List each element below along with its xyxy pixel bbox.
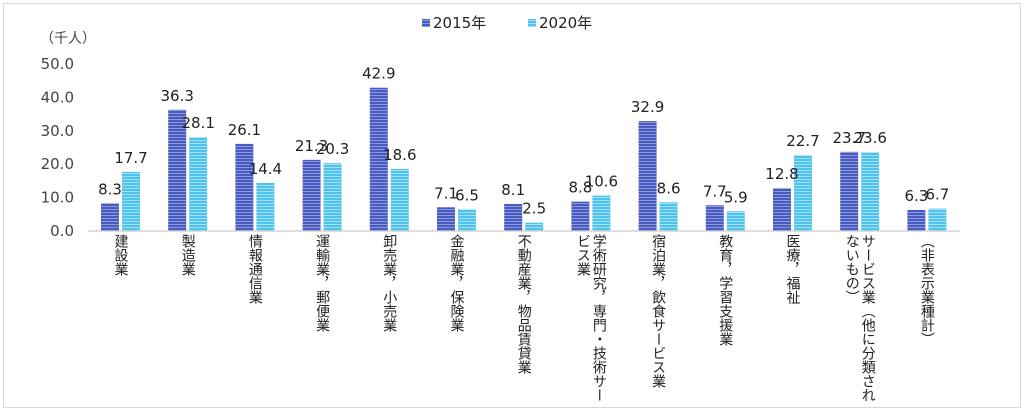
value-label: 8.3 xyxy=(98,180,122,198)
value-label: 7.1 xyxy=(434,184,458,202)
bars xyxy=(101,87,947,232)
category-label: サービス業（他に分類され ないもの） xyxy=(843,234,876,402)
y-tick-label: 30.0 xyxy=(41,122,74,140)
bar-2020 xyxy=(861,152,880,231)
value-label: 42.9 xyxy=(362,65,395,83)
bar-2020 xyxy=(323,163,342,231)
value-label: 8.8 xyxy=(568,179,592,197)
bar-2015 xyxy=(437,207,455,231)
value-label: 2.5 xyxy=(522,200,546,218)
category-label: 建設業 xyxy=(112,234,129,276)
value-label: 5.9 xyxy=(724,188,748,206)
y-tick-label: 40.0 xyxy=(41,88,74,106)
legend: 2015年 2020年 xyxy=(422,14,592,32)
y-axis: 0.0 10.0 20.0 30.0 40.0 50.0 xyxy=(41,55,74,240)
value-label: 6.3 xyxy=(904,187,928,205)
bar-2020 xyxy=(189,137,208,231)
value-label: 21.3 xyxy=(295,137,328,155)
value-label: 17.7 xyxy=(114,149,147,167)
bar-2015 xyxy=(773,188,791,231)
category-label: 金融業，保険業 xyxy=(448,234,465,332)
value-label: 12.8 xyxy=(765,165,798,183)
value-label: 22.7 xyxy=(786,132,819,150)
legend-label-2020: 2020年 xyxy=(539,14,592,32)
value-label: 14.4 xyxy=(249,160,282,178)
legend-swatch-2020 xyxy=(528,19,536,27)
category-label: 卸売業，小売業 xyxy=(381,234,398,332)
category-label: （非表示業種計） xyxy=(918,234,935,346)
value-label: 10.6 xyxy=(585,173,618,191)
bar-2020 xyxy=(659,202,678,231)
bar-2015 xyxy=(302,159,321,231)
value-labels: 8.3 17.7 36.3 28.1 26.1 14.4 21.320.3 42.9 18.6 7… xyxy=(98,65,949,218)
category-label: 教育，学習支援業 xyxy=(717,234,734,346)
value-label: 7.7 xyxy=(703,182,727,200)
bar-2020 xyxy=(592,195,611,231)
category-label: 運輸業，郵便業 xyxy=(314,234,331,332)
category-label: 情報通信業 xyxy=(246,234,263,304)
bar-2015 xyxy=(101,203,119,231)
bar-2015 xyxy=(705,205,724,231)
bar-2020 xyxy=(525,222,544,231)
value-label: 20.3 xyxy=(316,140,349,158)
value-label: 18.6 xyxy=(383,146,416,164)
bar-2015 xyxy=(168,109,187,231)
y-tick-label: 0.0 xyxy=(50,222,74,240)
legend-label-2015: 2015年 xyxy=(433,14,486,32)
bar-2015 xyxy=(638,121,657,231)
value-label: 6.5 xyxy=(455,186,479,204)
value-label: 8.1 xyxy=(501,181,525,199)
category-label: 宿泊業，飲食サービス業 xyxy=(650,234,667,388)
bar-2020 xyxy=(256,182,275,231)
y-tick-label: 50.0 xyxy=(41,55,74,73)
bar-2020 xyxy=(122,171,140,231)
category-label: 製造業 xyxy=(179,234,196,276)
value-label: 28.1 xyxy=(181,114,214,132)
bar-2015 xyxy=(571,201,590,231)
category-label: 医療，福祉 xyxy=(784,234,801,304)
value-label: 32.9 xyxy=(631,98,664,116)
category-label: 不動産業，物品賃貸業 xyxy=(515,234,532,374)
value-label: 23.7 xyxy=(832,129,865,147)
value-label: 36.3 xyxy=(160,87,193,105)
bar-2015 xyxy=(235,143,254,231)
bar-2015 xyxy=(907,209,926,231)
bar-2015 xyxy=(369,87,388,232)
value-label: 6.7 xyxy=(925,186,949,204)
category-label: 学術研究，専門・技術サー ビス業 xyxy=(574,234,607,402)
value-label: 23.6 xyxy=(853,129,886,147)
bar-2020 xyxy=(726,211,745,231)
bar-2020 xyxy=(928,208,947,231)
bar-2020 xyxy=(458,209,476,231)
y-unit-label: （千人） xyxy=(40,31,96,47)
bar-2020 xyxy=(390,168,409,231)
value-label: 8.6 xyxy=(657,179,681,197)
bar-2015 xyxy=(840,151,859,231)
y-tick-label: 10.0 xyxy=(41,189,74,207)
value-label: 26.1 xyxy=(228,121,261,139)
y-tick-label: 20.0 xyxy=(41,155,74,173)
bar-2020 xyxy=(794,155,812,231)
legend-swatch-2015 xyxy=(422,19,430,27)
bar-2015 xyxy=(504,203,523,231)
